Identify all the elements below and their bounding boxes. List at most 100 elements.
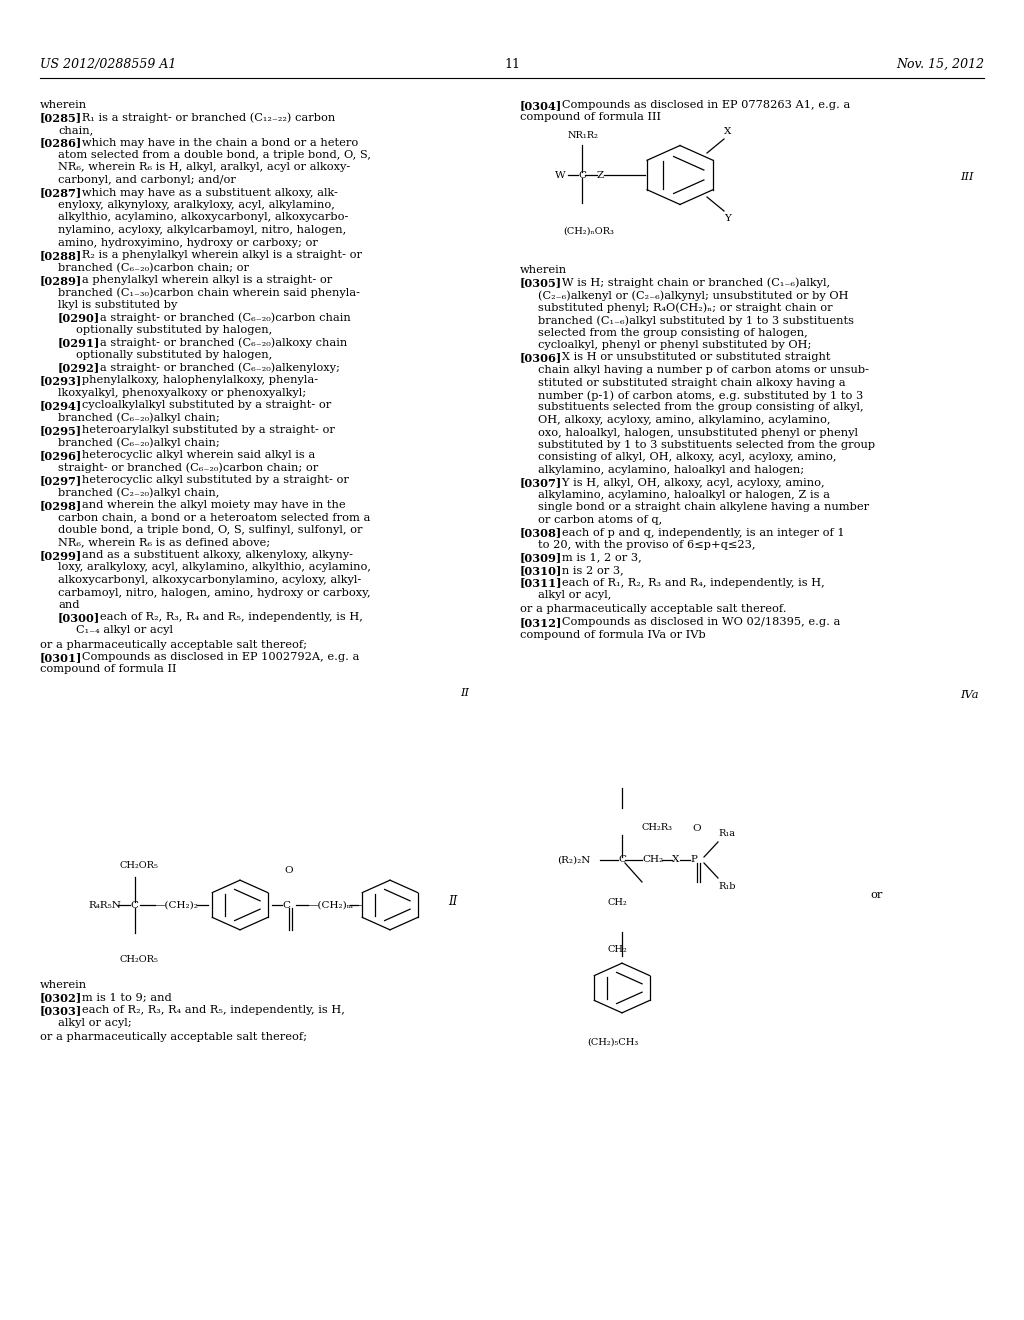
Text: CH₂: CH₂ xyxy=(608,945,628,954)
Text: [0309]: [0309] xyxy=(520,553,562,564)
Text: carbonyl, and carbonyl; and/or: carbonyl, and carbonyl; and/or xyxy=(58,176,236,185)
Text: [0300]: [0300] xyxy=(58,612,100,623)
Text: substituted phenyl; R₄O(CH₂)ₙ; or straight chain or: substituted phenyl; R₄O(CH₂)ₙ; or straig… xyxy=(538,302,833,313)
Text: number (p-1) of carbon atoms, e.g. substituted by 1 to 3: number (p-1) of carbon atoms, e.g. subst… xyxy=(538,389,863,400)
Text: [0289]: [0289] xyxy=(40,275,82,286)
Text: each of R₂, R₃, R₄ and R₅, independently, is H,: each of R₂, R₃, R₄ and R₅, independently… xyxy=(88,612,362,623)
Text: alkylamino, acylamino, haloalkyl and halogen;: alkylamino, acylamino, haloalkyl and hal… xyxy=(538,465,804,475)
Text: Compounds as disclosed in WO 02/18395, e.g. a: Compounds as disclosed in WO 02/18395, e… xyxy=(551,616,840,627)
Text: CH₂R₃: CH₂R₃ xyxy=(642,822,673,832)
Text: II: II xyxy=(460,688,469,698)
Text: NR₆, wherein R₆ is H, alkyl, aralkyl, acyl or alkoxy-: NR₆, wherein R₆ is H, alkyl, aralkyl, ac… xyxy=(58,162,350,173)
Text: Y is H, alkyl, OH, alkoxy, acyl, acyloxy, amino,: Y is H, alkyl, OH, alkoxy, acyl, acyloxy… xyxy=(551,478,824,487)
Text: CH₂: CH₂ xyxy=(642,855,664,865)
Text: a straight- or branched (C₆₋₂₀)alkenyloxy;: a straight- or branched (C₆₋₂₀)alkenylox… xyxy=(88,363,339,374)
Text: [0307]: [0307] xyxy=(520,478,562,488)
Text: [0299]: [0299] xyxy=(40,550,82,561)
Text: [0308]: [0308] xyxy=(520,528,562,539)
Text: each of p and q, independently, is an integer of 1: each of p and q, independently, is an in… xyxy=(551,528,844,537)
Text: —(CH₂)₂—: —(CH₂)₂— xyxy=(155,900,209,909)
Text: [0294]: [0294] xyxy=(40,400,82,411)
Text: III: III xyxy=(961,173,974,182)
Text: a phenylalkyl wherein alkyl is a straight- or: a phenylalkyl wherein alkyl is a straigh… xyxy=(71,275,332,285)
Text: US 2012/0288559 A1: US 2012/0288559 A1 xyxy=(40,58,176,71)
Text: straight- or branched (C₆₋₂₀)carbon chain; or: straight- or branched (C₆₋₂₀)carbon chai… xyxy=(58,462,318,473)
Text: [0311]: [0311] xyxy=(520,578,562,589)
Text: to 20, with the proviso of 6≤p+q≤23,: to 20, with the proviso of 6≤p+q≤23, xyxy=(538,540,756,550)
Text: OH, alkoxy, acyloxy, amino, alkylamino, acylamino,: OH, alkoxy, acyloxy, amino, alkylamino, … xyxy=(538,414,830,425)
Text: wherein: wherein xyxy=(40,100,87,110)
Text: and as a substituent alkoxy, alkenyloxy, alkyny-: and as a substituent alkoxy, alkenyloxy,… xyxy=(71,550,352,560)
Text: [0298]: [0298] xyxy=(40,500,82,511)
Text: which may have in the chain a bond or a hetero: which may have in the chain a bond or a … xyxy=(71,137,357,148)
Text: carbon chain, a bond or a heteroatom selected from a: carbon chain, a bond or a heteroatom sel… xyxy=(58,512,371,523)
Text: (CH₂)ₙOR₃: (CH₂)ₙOR₃ xyxy=(563,227,613,236)
Text: C: C xyxy=(130,900,138,909)
Text: atom selected from a double bond, a triple bond, O, S,: atom selected from a double bond, a trip… xyxy=(58,150,371,160)
Text: [0305]: [0305] xyxy=(520,277,562,289)
Text: m is 1, 2 or 3,: m is 1, 2 or 3, xyxy=(551,553,641,562)
Text: m is 1 to 9; and: m is 1 to 9; and xyxy=(71,993,171,1002)
Text: [0310]: [0310] xyxy=(520,565,562,576)
Text: [0306]: [0306] xyxy=(520,352,562,363)
Text: C₁₋₄ alkyl or acyl: C₁₋₄ alkyl or acyl xyxy=(76,624,173,635)
Text: amino, hydroxyimino, hydroxy or carboxy; or: amino, hydroxyimino, hydroxy or carboxy;… xyxy=(58,238,317,248)
Text: branched (C₂₋₂₀)alkyl chain,: branched (C₂₋₂₀)alkyl chain, xyxy=(58,487,219,498)
Text: [0302]: [0302] xyxy=(40,993,82,1003)
Text: NR₁R₂: NR₁R₂ xyxy=(568,131,599,140)
Text: R₁ is a straight- or branched (C₁₂₋₂₂) carbon: R₁ is a straight- or branched (C₁₂₋₂₂) c… xyxy=(71,112,335,123)
Text: CH₂OR₅: CH₂OR₅ xyxy=(120,954,159,964)
Text: or a pharmaceutically acceptable salt thereof;: or a pharmaceutically acceptable salt th… xyxy=(40,639,307,649)
Text: [0287]: [0287] xyxy=(40,187,82,198)
Text: or carbon atoms of q,: or carbon atoms of q, xyxy=(538,515,663,525)
Text: lkoxyalkyl, phenoxyalkoxy or phenoxyalkyl;: lkoxyalkyl, phenoxyalkoxy or phenoxyalky… xyxy=(58,388,306,397)
Text: consisting of alkyl, OH, alkoxy, acyl, acyloxy, amino,: consisting of alkyl, OH, alkoxy, acyl, a… xyxy=(538,453,837,462)
Text: wherein: wherein xyxy=(520,265,567,275)
Text: heteroarylalkyl substituted by a straight- or: heteroarylalkyl substituted by a straigh… xyxy=(71,425,335,436)
Text: Compounds as disclosed in EP 0778263 A1, e.g. a: Compounds as disclosed in EP 0778263 A1,… xyxy=(551,100,850,110)
Text: CH₂OR₅: CH₂OR₅ xyxy=(120,861,159,870)
Text: substituents selected from the group consisting of alkyl,: substituents selected from the group con… xyxy=(538,403,863,412)
Text: compound of formula III: compound of formula III xyxy=(520,112,662,123)
Text: heterocyclic alkyl substituted by a straight- or: heterocyclic alkyl substituted by a stra… xyxy=(71,475,348,484)
Text: compound of formula IVa or IVb: compound of formula IVa or IVb xyxy=(520,630,706,639)
Text: a straight- or branched (C₆₋₂₀)carbon chain: a straight- or branched (C₆₋₂₀)carbon ch… xyxy=(88,313,350,323)
Text: [0292]: [0292] xyxy=(58,363,100,374)
Text: [0295]: [0295] xyxy=(40,425,82,436)
Text: [0286]: [0286] xyxy=(40,137,82,149)
Text: single bond or a straight chain alkylene having a number: single bond or a straight chain alkylene… xyxy=(538,503,869,512)
Text: phenylalkoxy, halophenylalkoxy, phenyla-: phenylalkoxy, halophenylalkoxy, phenyla- xyxy=(71,375,317,385)
Text: [0296]: [0296] xyxy=(40,450,82,461)
Text: alkyl or acyl,: alkyl or acyl, xyxy=(538,590,611,601)
Text: and: and xyxy=(58,601,80,610)
Text: X: X xyxy=(724,127,731,136)
Text: heterocyclic alkyl wherein said alkyl is a: heterocyclic alkyl wherein said alkyl is… xyxy=(71,450,314,459)
Text: X: X xyxy=(672,855,679,865)
Text: carbamoyl, nitro, halogen, amino, hydroxy or carboxy,: carbamoyl, nitro, halogen, amino, hydrox… xyxy=(58,587,371,598)
Text: which may have as a substituent alkoxy, alk-: which may have as a substituent alkoxy, … xyxy=(71,187,337,198)
Text: oxo, haloalkyl, halogen, unsubstituted phenyl or phenyl: oxo, haloalkyl, halogen, unsubstituted p… xyxy=(538,428,858,437)
Text: or a pharmaceutically acceptable salt thereof;: or a pharmaceutically acceptable salt th… xyxy=(40,1032,307,1041)
Text: alkyl or acyl;: alkyl or acyl; xyxy=(58,1018,132,1027)
Text: Nov. 15, 2012: Nov. 15, 2012 xyxy=(896,58,984,71)
Text: [0312]: [0312] xyxy=(520,616,562,628)
Text: alkylamino, acylamino, haloalkyl or halogen, Z is a: alkylamino, acylamino, haloalkyl or halo… xyxy=(538,490,830,500)
Text: X is H or unsubstituted or substituted straight: X is H or unsubstituted or substituted s… xyxy=(551,352,830,363)
Text: C: C xyxy=(618,855,626,865)
Text: R₁b: R₁b xyxy=(718,882,735,891)
Text: cycloalkylalkyl substituted by a straight- or: cycloalkylalkyl substituted by a straigh… xyxy=(71,400,331,411)
Text: compound of formula II: compound of formula II xyxy=(40,664,176,675)
Text: branched (C₆₋₂₀)alkyl chain;: branched (C₆₋₂₀)alkyl chain; xyxy=(58,412,220,424)
Text: or a pharmaceutically acceptable salt thereof.: or a pharmaceutically acceptable salt th… xyxy=(520,605,786,615)
Text: R₂ is a phenylalkyl wherein alkyl is a straight- or: R₂ is a phenylalkyl wherein alkyl is a s… xyxy=(71,249,361,260)
Text: stituted or substituted straight chain alkoxy having a: stituted or substituted straight chain a… xyxy=(538,378,846,388)
Text: lkyl is substituted by: lkyl is substituted by xyxy=(58,300,177,310)
Text: and wherein the alkyl moiety may have in the: and wherein the alkyl moiety may have in… xyxy=(71,500,345,510)
Text: branched (C₆₋₂₀)alkyl chain;: branched (C₆₋₂₀)alkyl chain; xyxy=(58,437,220,447)
Text: [0285]: [0285] xyxy=(40,112,82,124)
Text: NR₆, wherein R₆ is as defined above;: NR₆, wherein R₆ is as defined above; xyxy=(58,537,270,548)
Text: each of R₁, R₂, R₃ and R₄, independently, is H,: each of R₁, R₂, R₃ and R₄, independently… xyxy=(551,578,824,587)
Text: Z: Z xyxy=(597,170,604,180)
Text: [0288]: [0288] xyxy=(40,249,82,261)
Text: chain,: chain, xyxy=(58,125,93,135)
